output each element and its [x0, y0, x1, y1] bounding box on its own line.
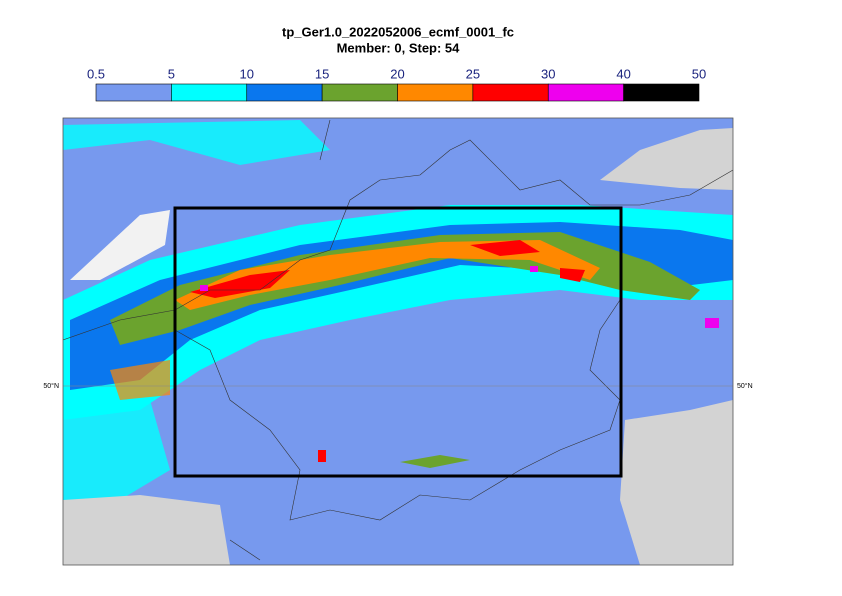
- lat-label: 50°N: [43, 382, 59, 390]
- colorbar-segment: [95, 83, 172, 102]
- colorbar-segment: [321, 83, 398, 102]
- land-grey: [620, 400, 733, 565]
- lat-label: 50°N: [737, 382, 753, 390]
- map-frame: [62, 117, 734, 566]
- field-cyan: [63, 400, 170, 510]
- colorbar-tick-label: 5: [168, 66, 175, 81]
- field-red: [470, 240, 540, 256]
- subtitle: Member: 0, Step: 54: [337, 40, 461, 55]
- title: tp_Ger1.0_2022052006_ecmf_0001_fc: [282, 24, 514, 39]
- map: 50°N 50°N: [43, 117, 753, 566]
- colorbar-segment: [472, 83, 549, 102]
- colorbar-segment: [246, 83, 323, 102]
- colorbar-tick-label: 15: [315, 66, 329, 81]
- field-magenta: [705, 318, 719, 328]
- border: [174, 119, 621, 561]
- field-green: [400, 455, 470, 468]
- field-magenta: [200, 285, 208, 291]
- field-cyan: [63, 120, 330, 165]
- colorbar-segment: [623, 83, 700, 102]
- colorbar-tick-label: 10: [240, 66, 254, 81]
- colorbar: 0.5 5 10 15 20 25 30 40 50: [87, 66, 706, 102]
- colorbar-segment: [397, 83, 474, 102]
- colorbar-tick-label: 0.5: [87, 66, 105, 81]
- colorbar-segment: [171, 83, 248, 102]
- coastline: [63, 139, 733, 341]
- colorbar-tick-label: 25: [466, 66, 480, 81]
- field-orange: [110, 360, 170, 400]
- colorbar-segment: [547, 83, 624, 102]
- field-red: [560, 268, 585, 282]
- field-red: [318, 450, 326, 462]
- field-dry: [70, 210, 170, 280]
- colorbar-tick-label: 20: [390, 66, 404, 81]
- colorbar-tick-label: 30: [541, 66, 555, 81]
- colorbar-tick-label: 40: [616, 66, 630, 81]
- field-red: [190, 270, 290, 298]
- field-orange: [175, 240, 600, 310]
- colorbar-tick-label: 50: [692, 66, 706, 81]
- land-grey: [63, 495, 230, 565]
- field-magenta: [530, 266, 538, 272]
- land-grey: [600, 128, 733, 190]
- domain-box: [173, 206, 623, 478]
